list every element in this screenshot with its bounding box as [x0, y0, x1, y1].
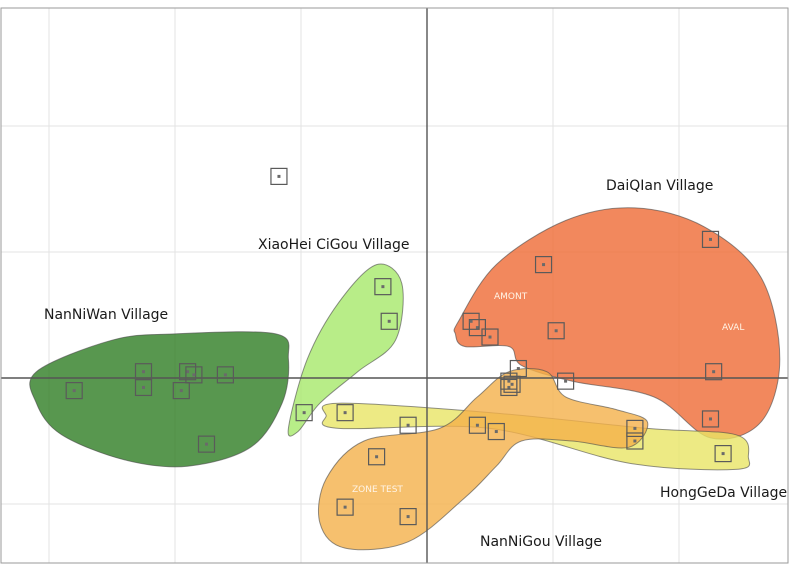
data-point-center [387, 319, 391, 323]
hull-nanniwan-village [29, 331, 290, 468]
data-point [197, 435, 216, 453]
data-point-unassigned-center [516, 367, 520, 371]
data-point [380, 312, 398, 330]
data-point [368, 448, 386, 466]
data-point-center [223, 373, 227, 377]
data-point [65, 382, 83, 400]
data-point [556, 372, 575, 390]
data-point-center [709, 237, 712, 241]
data-point [185, 366, 203, 384]
data-point-center [192, 373, 196, 377]
data-point [487, 422, 505, 441]
data-point-center [475, 423, 479, 427]
data-point-unassigned [270, 167, 288, 185]
data-point-center [142, 385, 145, 389]
data-point-center [564, 379, 568, 383]
data-point [626, 419, 644, 437]
label-xiaohei: XiaoHei CiGou Village [258, 237, 410, 253]
data-point-center [709, 417, 712, 421]
data-point [374, 278, 392, 296]
data-point-center [633, 426, 637, 430]
data-point-center [488, 335, 492, 339]
data-point-center [507, 385, 511, 389]
data-point [172, 382, 190, 400]
data-point-center [381, 285, 385, 289]
data-point-unassigned [509, 359, 527, 378]
data-point-center [712, 370, 716, 374]
plot-frame [0, 7, 789, 564]
data-point [701, 230, 720, 248]
hull-nannigou-village [318, 368, 649, 551]
data-point [216, 366, 234, 384]
data-point [179, 363, 197, 381]
data-point-center [510, 382, 514, 386]
data-point [295, 404, 313, 422]
data-point-center [343, 505, 347, 509]
label-aval: AVAL [722, 323, 744, 333]
data-point [714, 445, 732, 463]
data-point-center [375, 455, 379, 459]
label-honggeda: HongGeDa Village [660, 485, 787, 501]
data-point [462, 312, 480, 330]
data-point-center [72, 389, 76, 393]
data-point [626, 432, 644, 450]
data-point [500, 372, 518, 390]
hull-xiaohei-cigou-village [287, 263, 404, 437]
data-points [65, 167, 732, 526]
data-point-center [302, 411, 306, 415]
data-point [547, 322, 565, 340]
label-zone-test: ZONE TEST [352, 485, 403, 495]
label-daiqian: DaiQIan Village [606, 178, 713, 194]
label-amont: AMONT [494, 292, 528, 302]
data-point-center [179, 389, 183, 393]
data-point-center [406, 515, 410, 519]
data-point-center [721, 452, 725, 456]
data-point-center [542, 263, 546, 267]
data-point [399, 508, 417, 526]
data-point-center [343, 411, 347, 415]
axes [1, 8, 788, 563]
group-labels: DaiQIan Village XiaoHei CiGou Village Na… [44, 178, 787, 550]
data-point-center [494, 430, 498, 434]
data-point [336, 498, 354, 516]
data-point-center [469, 319, 473, 323]
data-point [468, 319, 486, 337]
data-point-unassigned-center [277, 174, 281, 178]
data-point-center [554, 329, 558, 333]
data-point [336, 404, 354, 422]
data-point [134, 378, 153, 397]
label-nannigou: NanNiGou Village [480, 534, 602, 550]
data-point [399, 416, 417, 434]
data-point-center [205, 442, 208, 446]
data-point [705, 363, 723, 381]
data-point-center [142, 370, 145, 374]
data-point-center [507, 379, 511, 383]
data-point [468, 416, 486, 434]
data-point-center [406, 423, 410, 427]
data-point [481, 328, 499, 346]
data-point [701, 410, 720, 428]
label-nanniwan: NanNiWan Village [44, 307, 168, 323]
data-point [534, 256, 553, 274]
data-point-center [186, 370, 190, 374]
data-point-center [475, 326, 479, 330]
data-point-center [633, 439, 637, 443]
